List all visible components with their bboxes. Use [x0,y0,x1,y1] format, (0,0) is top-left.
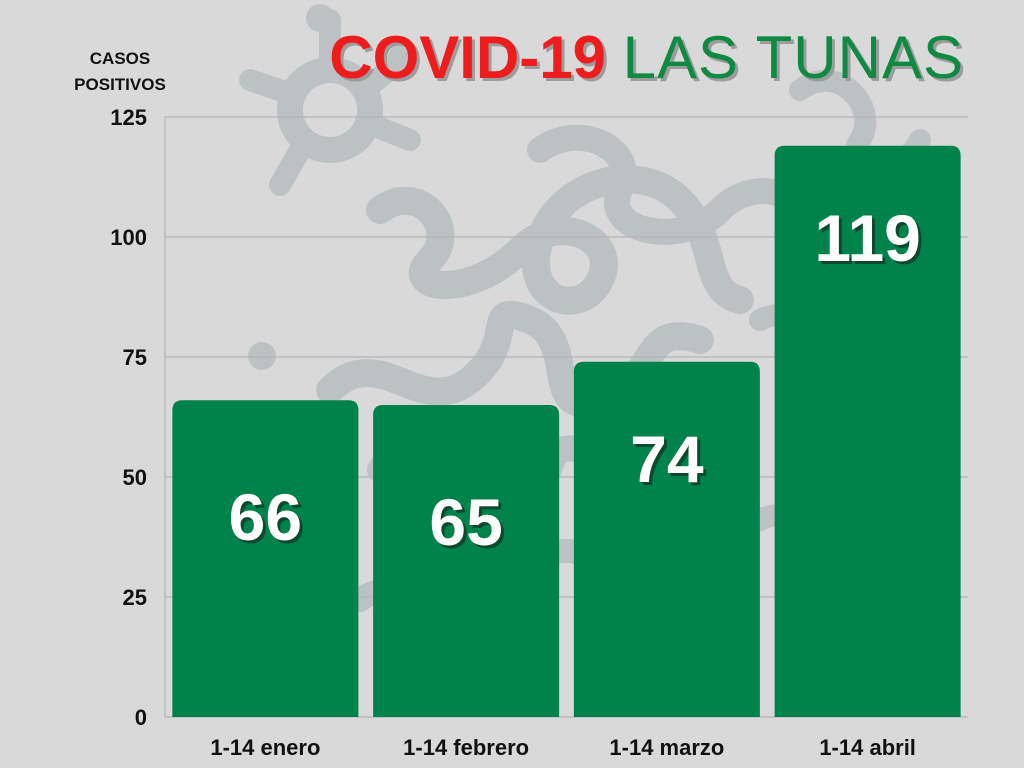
bar [373,405,560,717]
y-tick-label: 125 [110,105,147,130]
value-label: 74 [630,422,704,496]
bars [172,145,961,718]
value-label-shadow: 65 [432,488,505,562]
y-axis-title-line-1: CASOS [89,49,151,68]
value-label: 66 [229,480,302,554]
bar [573,361,760,717]
value-label: 119 [814,201,920,275]
chart-title: COVID-19 LAS TUNAS [329,22,964,94]
value-label: 65 [429,485,502,559]
y-axis-title: CASOS POSITIVOS [70,46,170,98]
value-label-shadow: 74 [633,425,707,499]
y-tick-label: 75 [123,345,147,370]
value-label-shadow: 66 [232,483,305,557]
bar [774,145,961,718]
x-tick-label: 1-14 abril [819,735,916,760]
x-tick-label: 1-14 enero [210,735,320,760]
x-tick-label: 1-14 marzo [609,735,724,760]
y-tick-label: 100 [110,225,147,250]
value-label-shadow: 119 [817,204,923,278]
chart-title-rest: LAS TUNAS [622,24,964,91]
x-tick-label: 1-14 febrero [403,735,529,760]
y-tick-label: 25 [123,585,147,610]
y-tick-label: 50 [123,465,147,490]
y-tick-label: 0 [135,705,147,730]
y-axis-title-line-2: POSITIVOS [74,75,166,94]
chart-title-main: COVID-19 [329,24,606,91]
bar [172,400,359,717]
